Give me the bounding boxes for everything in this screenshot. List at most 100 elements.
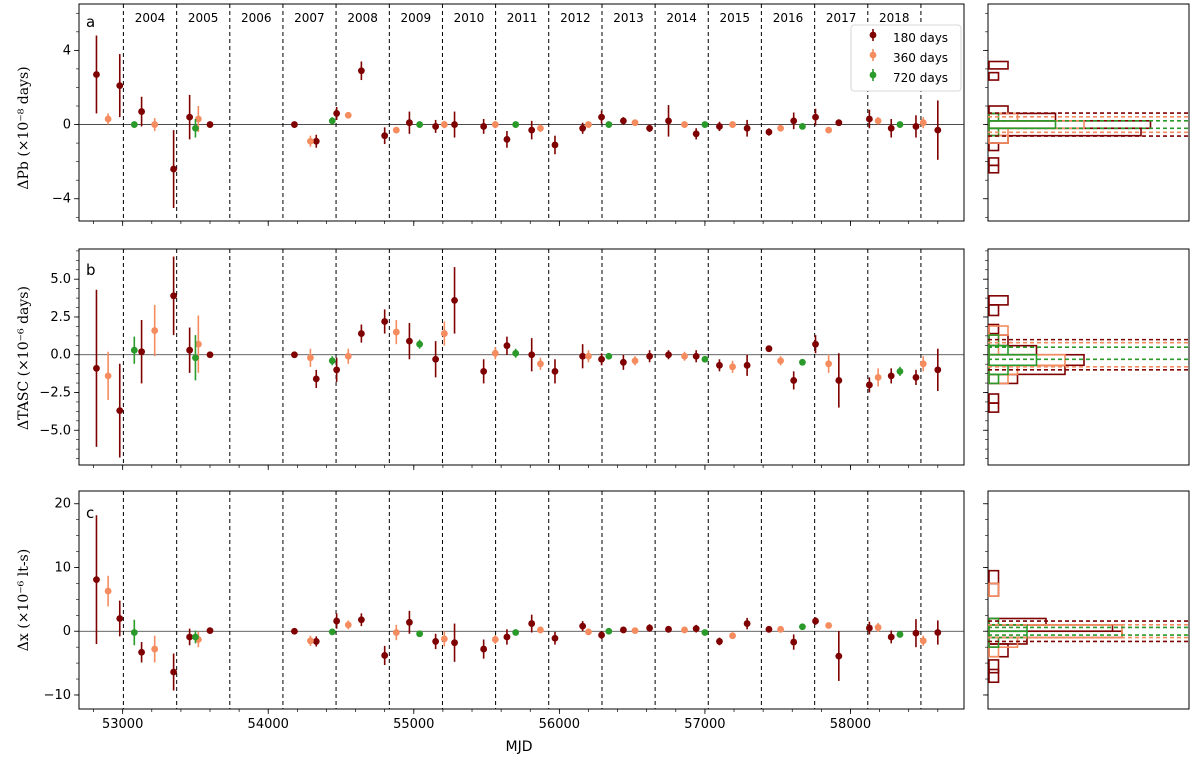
data-point-360 — [585, 628, 592, 636]
data-point-360 — [777, 625, 784, 633]
data-point-180 — [765, 625, 773, 633]
data-point-180 — [865, 381, 873, 389]
data-point-360 — [491, 121, 499, 128]
y-tick-label: 5.0 — [50, 272, 71, 287]
panel-b: −5.0 −2.5 0.0 2.5 5.0 — [39, 248, 1190, 470]
year-label: 2009 — [401, 11, 432, 25]
data-point-180 — [865, 115, 873, 123]
y-tick-label: −10 — [44, 688, 71, 703]
data-point-720 — [799, 623, 806, 631]
y-tick-label: 10 — [54, 560, 71, 575]
panel-b-ylabel: ΔTASC (×10⁻⁶ days) — [16, 286, 32, 430]
data-point-180 — [528, 620, 536, 627]
data-point-180 — [912, 373, 920, 381]
panel-c: 53000 54000 55000 56000 57000 58000 −10 0 10 20 — [44, 490, 1190, 732]
data-point-180 — [812, 617, 819, 625]
data-point-180 — [291, 627, 298, 635]
data-point-180 — [406, 119, 413, 127]
data-point-180 — [116, 82, 124, 90]
data-point-180 — [357, 616, 365, 624]
data-point-180 — [381, 132, 389, 140]
legend-label-180: 180 days — [893, 31, 948, 45]
data-point-720 — [192, 124, 199, 132]
year-label: 2010 — [454, 11, 485, 25]
data-point-360 — [585, 352, 592, 360]
data-point-180 — [138, 348, 145, 356]
data-point-180 — [912, 629, 920, 637]
y-tick-label: 4 — [63, 43, 71, 58]
data-point-180 — [333, 617, 341, 625]
hist-bar-180 — [988, 164, 1000, 174]
data-point-180 — [116, 407, 124, 415]
data-point-180 — [790, 117, 798, 125]
data-point-180 — [743, 124, 751, 132]
data-point-180 — [451, 639, 458, 647]
data-point-720 — [896, 631, 904, 638]
legend: 180 days 360 days 720 days — [850, 24, 962, 92]
data-point-360 — [919, 637, 927, 645]
data-point-180 — [665, 625, 672, 633]
data-point-720 — [328, 357, 336, 365]
data-point-180 — [912, 123, 920, 130]
data-point-180 — [743, 620, 751, 627]
data-point-360 — [729, 363, 736, 371]
data-point-360 — [631, 119, 639, 127]
data-point-180 — [646, 624, 653, 632]
data-point-360 — [919, 119, 927, 127]
data-point-360 — [825, 622, 833, 629]
data-point-180 — [312, 375, 320, 383]
x-tick-label: 53000 — [102, 717, 143, 732]
x-tick-label: 58000 — [830, 717, 871, 732]
data-point-720 — [192, 633, 199, 641]
hist-bar-180 — [988, 402, 1000, 413]
legend-marker-360 — [869, 51, 877, 59]
main-axes-frame — [78, 248, 965, 466]
y-tick-label: −2.5 — [39, 385, 71, 400]
data-point-180 — [765, 128, 773, 136]
panel-a: 2004 2005 2006 2007 2008 2009 2010 2011 2012 2013… — [52, 3, 1190, 226]
hist-bar-180 — [988, 668, 1000, 684]
main-axes-frame — [78, 490, 965, 710]
data-point-360 — [104, 372, 112, 380]
data-point-360 — [631, 627, 639, 634]
data-point-720 — [130, 121, 138, 128]
data-point-180 — [646, 352, 653, 360]
data-point-360 — [392, 126, 400, 134]
data-point-180 — [665, 351, 672, 359]
data-point-180 — [934, 366, 942, 374]
data-point-180 — [765, 345, 773, 353]
data-point-180 — [579, 124, 587, 132]
data-point-180 — [170, 165, 178, 173]
data-point-180 — [381, 318, 389, 325]
data-point-360 — [537, 626, 544, 634]
data-point-360 — [307, 137, 314, 145]
y-tick-label: −5.0 — [39, 423, 71, 438]
legend-box — [850, 24, 962, 92]
x-axis-label: MJD — [506, 739, 533, 755]
data-point-180 — [835, 377, 843, 384]
data-point-180 — [451, 296, 458, 304]
data-point-720 — [416, 340, 424, 348]
x-tick-label: 54000 — [248, 717, 289, 732]
data-point-360 — [681, 626, 688, 634]
data-point-360 — [194, 340, 202, 348]
hist-bar-180 — [988, 659, 1000, 674]
data-point-360 — [307, 637, 314, 645]
data-point-360 — [344, 621, 352, 629]
data-point-180 — [186, 633, 194, 641]
data-point-360 — [151, 645, 159, 653]
data-point-720 — [896, 367, 904, 375]
data-point-180 — [934, 126, 942, 134]
data-point-360 — [537, 360, 544, 368]
legend-marker-180 — [869, 31, 877, 39]
legend-marker-720 — [869, 71, 877, 79]
data-point-180 — [357, 67, 365, 75]
data-point-720 — [512, 121, 520, 128]
data-point-720 — [799, 123, 806, 130]
hist-bar-180 — [988, 71, 1000, 81]
data-point-180 — [865, 624, 873, 632]
data-point-180 — [312, 137, 320, 145]
data-point-360 — [777, 357, 784, 365]
data-point-180 — [619, 117, 627, 125]
